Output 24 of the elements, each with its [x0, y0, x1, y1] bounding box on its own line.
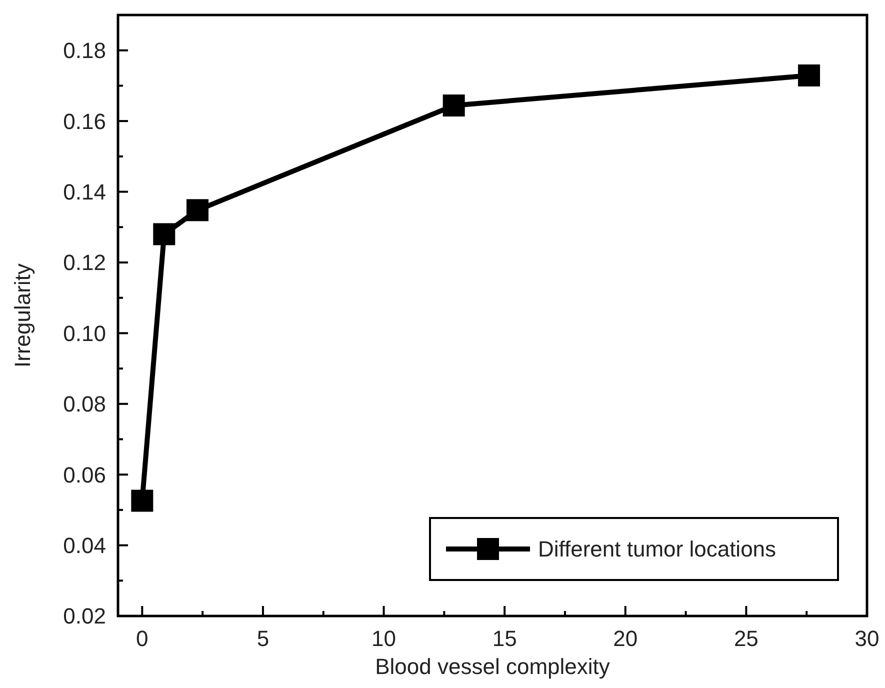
y-tick-label: 0.16: [63, 108, 106, 134]
x-tick-label: 30: [854, 626, 880, 651]
y-tick-label: 0.06: [63, 462, 106, 488]
point: [798, 64, 820, 86]
y-tick-label: 0.04: [63, 532, 106, 558]
x-axis-title: Blood vessel complexity: [375, 654, 610, 679]
x-tick-label: 25: [734, 626, 758, 651]
y-tick-label: 0.12: [63, 250, 106, 276]
x-tick-label: 15: [492, 626, 517, 651]
y-tick-label: 0.02: [63, 604, 106, 629]
x-tick-label: 5: [256, 626, 270, 651]
y-tick-label: 0.18: [63, 38, 106, 64]
x-tick-label: 20: [613, 626, 638, 651]
y-tick-label: 0.10: [63, 320, 106, 346]
point: [153, 223, 176, 246]
point: [131, 490, 154, 512]
x-tick-label: 0: [136, 626, 148, 651]
y-axis-title: Irregularity: [10, 264, 35, 368]
x-tick-label: 10: [372, 626, 396, 651]
legend-label: Different tumor locations: [538, 536, 776, 562]
y-tick-label: 0.14: [63, 179, 106, 204]
point: [442, 94, 465, 117]
point: [186, 199, 208, 222]
y-tick-label: 0.08: [63, 392, 106, 417]
